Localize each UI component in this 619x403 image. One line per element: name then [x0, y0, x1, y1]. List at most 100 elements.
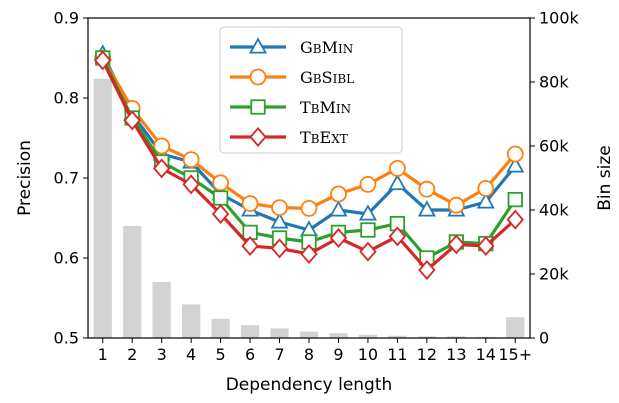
data-point: [182, 151, 200, 169]
x-tick-label: 7: [274, 345, 284, 364]
data-point: [358, 204, 377, 221]
legend-item: TBMIN: [230, 98, 351, 117]
data-point: [388, 226, 407, 247]
x-tick-label: 3: [157, 345, 167, 364]
data-point: [270, 212, 289, 229]
data-point: [360, 222, 376, 238]
x-tick-label: 11: [387, 345, 407, 364]
right-y-tick-label: 60k: [539, 137, 569, 156]
legend-box: [219, 26, 403, 154]
left-y-axis-ticks: 0.5 0.6 0.7 0.8 0.9: [54, 9, 88, 348]
bin-bar: [93, 78, 112, 339]
legend-label: TBEXT: [300, 128, 348, 147]
legend-marker: [248, 37, 268, 54]
data-point: [300, 199, 318, 217]
bin-bar: [299, 331, 319, 338]
data-point: [329, 200, 348, 217]
bin-bar: [388, 335, 407, 338]
bin-bar: [240, 325, 260, 338]
data-point: [418, 260, 436, 280]
legend-item: TBEXT: [230, 127, 348, 147]
x-tick-label: 5: [216, 345, 226, 364]
data-point: [506, 209, 524, 230]
data-point: [388, 159, 406, 177]
data-point: [418, 180, 436, 198]
data-point: [241, 195, 259, 213]
right-y-tick-label: 20k: [539, 265, 569, 284]
data-point: [359, 241, 377, 262]
data-point: [271, 199, 288, 217]
data-point: [94, 50, 112, 71]
bin-bar: [211, 318, 230, 338]
x-tick-label: 2: [127, 345, 137, 364]
x-tick-label: 6: [245, 345, 255, 364]
data-point: [447, 234, 466, 255]
data-point: [182, 174, 200, 195]
bin-bar: [152, 282, 171, 338]
legend-label: GBMIN: [300, 38, 353, 57]
x-axis-label: Dependency length: [226, 375, 393, 395]
data-point: [506, 156, 525, 173]
data-point: [417, 200, 436, 217]
bin-bar: [329, 333, 348, 338]
right-y-axis-ticks: 0 20k 40k 60k 80k 100k: [530, 9, 580, 348]
x-tick-label: 15+: [498, 345, 532, 364]
data-point: [359, 175, 377, 193]
legend: GBMIN GBSIBL TBMIN TBEXT: [219, 26, 403, 154]
data-point: [241, 236, 259, 256]
bin-bar: [123, 226, 142, 338]
legend-item: GBMIN: [230, 37, 353, 57]
bin-bar: [181, 304, 201, 338]
bin-bar: [358, 334, 378, 338]
right-y-tick-label: 40k: [539, 201, 569, 220]
precision-series: [93, 44, 525, 280]
y-tick-label: 0.6: [54, 249, 79, 268]
data-point: [388, 173, 407, 191]
bin-bar: [447, 336, 466, 338]
legend-marker: [249, 127, 267, 147]
data-point: [153, 137, 171, 155]
x-tick-label: 10: [358, 345, 378, 364]
data-point: [447, 196, 465, 214]
x-tick-label: 8: [304, 345, 314, 364]
data-point: [507, 191, 523, 208]
data-point: [211, 204, 230, 224]
bin-bar: [506, 317, 525, 338]
x-tick-label: 13: [446, 345, 466, 364]
legend-marker: [250, 99, 266, 115]
data-point: [477, 179, 495, 197]
y-tick-label: 0.9: [54, 9, 79, 28]
right-y-tick-label: 80k: [539, 73, 569, 92]
legend-label: TBMIN: [300, 98, 351, 117]
right-y-tick-label: 100k: [539, 9, 580, 28]
data-point: [506, 145, 524, 163]
y-tick-label: 0.7: [54, 169, 79, 188]
data-point: [300, 244, 318, 264]
y-tick-label: 0.5: [54, 329, 79, 348]
legend-label: GBSIBL: [300, 68, 354, 87]
x-tick-label: 12: [417, 345, 437, 364]
data-point: [123, 110, 141, 131]
data-point: [152, 158, 171, 179]
x-tick-label: 1: [98, 345, 108, 364]
data-point: [270, 238, 289, 259]
bin-bar: [417, 336, 437, 338]
left-y-axis-label: Precision: [15, 140, 35, 216]
x-axis-ticks: 1 2 3 4 5 6 7 8 9 10 11 12 13 14 15+: [98, 338, 532, 364]
x-tick-label: 14: [476, 345, 496, 364]
data-point: [477, 236, 495, 256]
data-point: [476, 192, 495, 209]
legend-marker: [249, 68, 267, 86]
bin-bar: [270, 328, 289, 338]
data-point: [212, 174, 230, 192]
legend-item: GBSIBL: [230, 68, 354, 87]
data-point: [212, 190, 229, 206]
data-point: [329, 228, 348, 248]
right-y-tick-label: 0: [539, 329, 549, 348]
data-point: [330, 185, 347, 203]
right-y-axis-label: Bin size: [595, 145, 615, 211]
x-tick-label: 4: [186, 345, 196, 364]
series-tbext: [94, 50, 524, 280]
y-tick-label: 0.8: [54, 89, 79, 108]
